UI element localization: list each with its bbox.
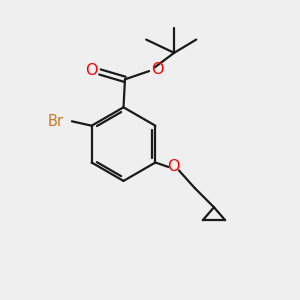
- Text: O: O: [85, 63, 98, 78]
- Text: O: O: [167, 159, 180, 174]
- Text: Br: Br: [48, 114, 64, 129]
- Text: O: O: [152, 62, 164, 77]
